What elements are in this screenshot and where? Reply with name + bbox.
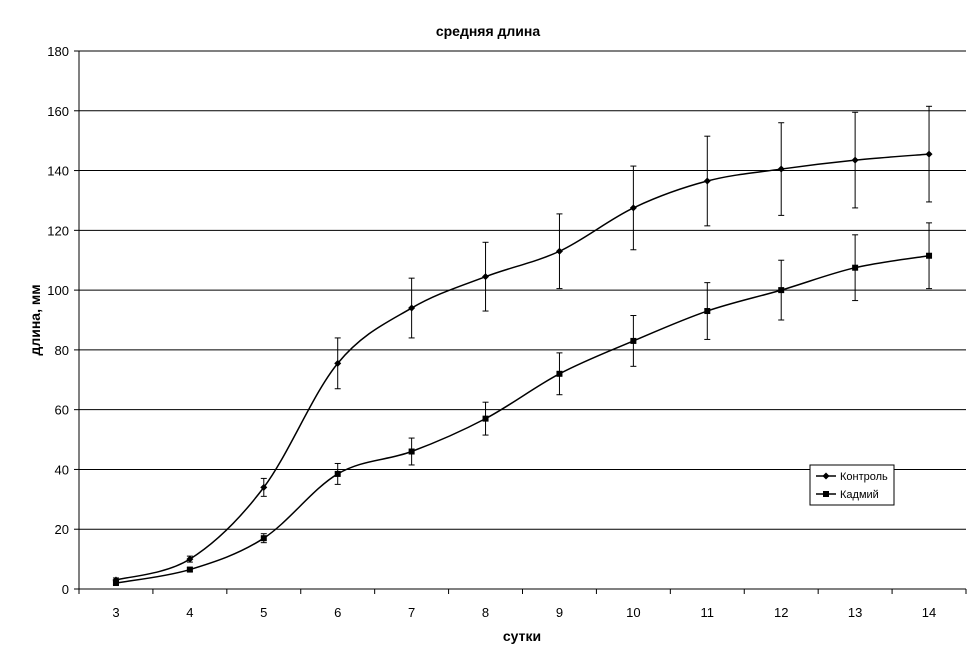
data-point bbox=[704, 308, 711, 315]
y-tick-label: 60 bbox=[55, 403, 69, 418]
legend-label: Кадмий bbox=[840, 489, 879, 501]
y-axis-ticks: 0 20 40 60 80 100 120 140 160 180 bbox=[47, 44, 79, 597]
x-tick-label: 14 bbox=[922, 605, 936, 620]
x-tick-label: 10 bbox=[626, 605, 640, 620]
data-point bbox=[260, 483, 268, 491]
data-point bbox=[186, 566, 193, 573]
data-point bbox=[186, 555, 194, 563]
axes bbox=[78, 51, 966, 590]
legend-box bbox=[809, 464, 895, 506]
legend-marker bbox=[822, 472, 830, 480]
data-point bbox=[703, 177, 711, 185]
series-layer bbox=[112, 105, 933, 587]
data-point bbox=[482, 273, 490, 281]
data-point bbox=[852, 264, 859, 271]
x-tick-label: 12 bbox=[774, 605, 788, 620]
series-1 bbox=[112, 105, 933, 584]
data-point bbox=[777, 165, 785, 173]
x-tick-label: 13 bbox=[848, 605, 862, 620]
series-line bbox=[115, 254, 930, 584]
y-tick-label: 160 bbox=[47, 104, 69, 119]
data-point bbox=[334, 470, 341, 477]
data-point bbox=[260, 535, 267, 542]
legend-label: Контроль bbox=[840, 471, 888, 483]
data-point bbox=[334, 359, 342, 367]
y-tick-label: 0 bbox=[62, 582, 69, 597]
data-point bbox=[926, 252, 933, 259]
y-tick-label: 120 bbox=[47, 223, 69, 238]
y-axis-label: длина, мм bbox=[27, 284, 43, 355]
x-axis-label: сутки bbox=[503, 628, 541, 644]
data-point bbox=[925, 150, 933, 158]
y-tick-label: 180 bbox=[47, 44, 69, 59]
chart-title: средняя длина bbox=[436, 23, 541, 39]
x-tick-label: 3 bbox=[112, 605, 119, 620]
data-point bbox=[112, 580, 119, 587]
data-point bbox=[408, 448, 415, 455]
data-point bbox=[556, 370, 563, 377]
x-tick-label: 5 bbox=[260, 605, 267, 620]
y-tick-label: 100 bbox=[47, 283, 69, 298]
series-line bbox=[115, 153, 930, 581]
x-tick-label: 7 bbox=[408, 605, 415, 620]
y-tick-label: 40 bbox=[55, 462, 69, 477]
x-tick-label: 4 bbox=[186, 605, 193, 620]
x-tick-label: 11 bbox=[701, 605, 715, 620]
x-tick-label: 9 bbox=[556, 605, 563, 620]
y-tick-label: 20 bbox=[55, 522, 69, 537]
data-point bbox=[851, 156, 859, 164]
y-tick-label: 140 bbox=[47, 164, 69, 179]
data-point bbox=[408, 304, 416, 312]
data-point bbox=[630, 337, 637, 344]
legend-marker bbox=[823, 491, 829, 497]
legend: Контроль Кадмий bbox=[809, 464, 895, 506]
data-point bbox=[629, 204, 637, 212]
x-tick-label: 8 bbox=[482, 605, 489, 620]
gridlines bbox=[79, 50, 966, 530]
y-tick-label: 80 bbox=[55, 343, 69, 358]
data-point bbox=[778, 287, 785, 294]
data-point bbox=[555, 247, 563, 255]
x-axis-ticks: 3 4 5 6 7 8 9 10 11 12 13 14 bbox=[78, 589, 967, 620]
data-point bbox=[482, 415, 489, 422]
x-tick-label: 6 bbox=[334, 605, 341, 620]
series-2 bbox=[112, 222, 933, 587]
